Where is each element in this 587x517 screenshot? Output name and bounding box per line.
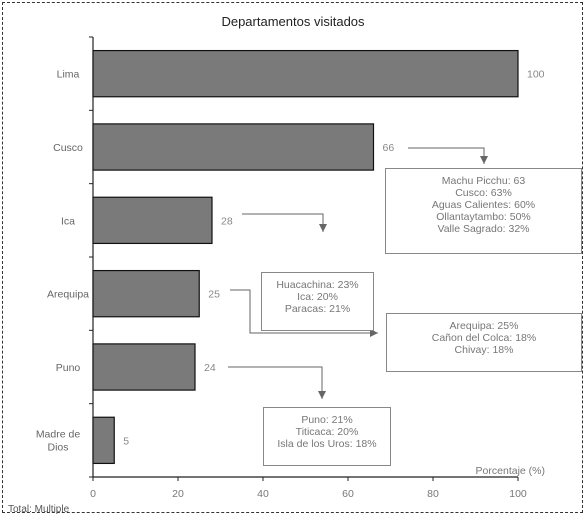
chart-title: Departamentos visitados	[221, 14, 365, 29]
annotation-line: Isla de los Uros: 18%	[277, 438, 377, 450]
category-label-puno: Puno	[56, 362, 81, 374]
annotation-arrowhead-cusco	[480, 156, 488, 164]
x-tick-label: 40	[257, 488, 269, 500]
annotation-arrow-cusco	[408, 147, 485, 164]
bar-madre-de-dios	[92, 416, 115, 465]
annotation-box-puno: Puno: 21% Titicaca: 20% Isla de los Uros: …	[263, 407, 391, 466]
value-label-madre-de-dios: 5	[123, 435, 129, 447]
category-label-ica: Ica	[61, 215, 75, 227]
category-label-madre-de-dios: Madre de Dios	[36, 428, 81, 453]
annotation-line: Valle Sagrado: 32%	[437, 223, 530, 235]
annotation-arrowhead-arequipa	[370, 329, 378, 337]
annotation-line: Arequipa: 25%	[449, 320, 519, 332]
value-label-cusco: 66	[383, 142, 395, 154]
annotation-arrowhead-ica	[319, 224, 327, 232]
category-label-arequipa: Arequipa	[47, 289, 89, 301]
annotation-arrow-arequipa	[230, 289, 378, 334]
bar-ica	[92, 196, 213, 245]
annotation-box-ica: Huacachina: 23% Ica: 20% Paracas: 21%	[261, 272, 374, 331]
annotation-arrowhead-puno	[318, 391, 326, 399]
annotation-line: Chivay: 18%	[454, 344, 514, 356]
chart-frame	[2, 2, 583, 513]
bars-group: Lima 100 Cusco 66 Ica 28 Arequipa 25 Puno 24 Madre…	[36, 49, 545, 465]
bar-cusco	[92, 123, 375, 171]
bar-lima	[92, 49, 519, 98]
x-tick-label: 20	[172, 488, 184, 500]
value-label-lima: 100	[527, 69, 545, 81]
value-label-puno: 24	[204, 362, 216, 374]
footnote: Total: Multiple	[8, 504, 70, 515]
annotation-line: Ollantaytambo: 50%	[436, 211, 531, 223]
annotation-line: Machu Picchu: 63	[441, 175, 526, 187]
annotation-line: Ica: 20%	[297, 291, 338, 303]
x-tick-label: 0	[90, 488, 96, 500]
x-tick-label: 60	[342, 488, 354, 500]
annotation-line: Aguas Calientes: 60%	[431, 199, 536, 211]
annotation-line: Paracas: 21%	[284, 303, 351, 315]
annotation-line: Puno: 21%	[301, 414, 353, 426]
annotation-arrow-ica	[242, 213, 324, 232]
bar-puno	[92, 343, 196, 391]
annotation-arrow-puno	[228, 366, 323, 399]
x-tick-label: 80	[427, 488, 439, 500]
annotation-line: Cusco: 63%	[455, 187, 512, 199]
axes-group: 0 20 40 60 80 100	[89, 36, 527, 500]
category-label-cusco: Cusco	[53, 142, 83, 154]
annotation-arrows-group	[228, 147, 488, 399]
annotation-line: Titicaca: 20%	[295, 426, 359, 438]
annotation-box-cusco: Machu Picchu: 63 Cusco: 63% Aguas Caliente…	[385, 168, 582, 254]
annotation-box-arequipa: Arequipa: 25% Cañon del Colca: 18% Chivay:…	[386, 313, 582, 372]
bar-arequipa	[92, 269, 200, 318]
x-axis-label: Porcentaje (%)	[476, 465, 545, 477]
annotation-line: Huacachina: 23%	[276, 279, 359, 291]
annotation-line: Cañon del Colca: 18%	[431, 332, 537, 344]
category-label-lima: Lima	[57, 69, 80, 81]
value-label-arequipa: 25	[208, 289, 220, 301]
x-tick-label: 100	[509, 488, 527, 500]
value-label-ica: 28	[221, 215, 233, 227]
